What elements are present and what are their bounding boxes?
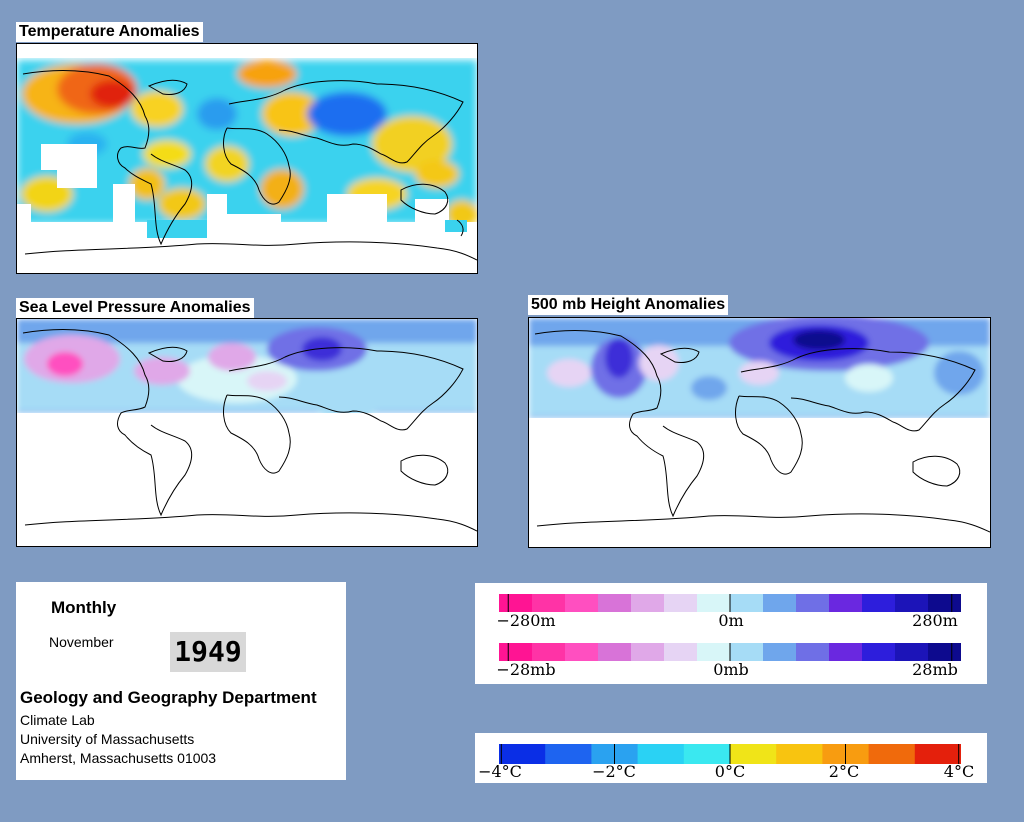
temp-label-minus2: −2°C <box>592 762 636 781</box>
scale-swatch <box>598 643 632 661</box>
scale-swatch <box>928 594 961 612</box>
pressure-mid-label: 0mb <box>713 660 749 679</box>
temp-label-minus4: −4°C <box>478 762 522 781</box>
scale-swatch <box>862 594 896 612</box>
scale-swatch <box>631 643 665 661</box>
scale-swatch <box>796 643 830 661</box>
scale-swatch <box>697 594 731 612</box>
temp-label-plus4: 4°C <box>943 762 975 781</box>
scale-swatch <box>928 643 961 661</box>
lab-name: Climate Lab <box>20 712 95 728</box>
scale-swatch <box>499 643 533 661</box>
scale-swatch <box>868 744 916 764</box>
scale-swatch <box>763 643 797 661</box>
info-panel: Monthly November 1949 Geology and Geogra… <box>16 582 346 780</box>
scale-swatch <box>499 594 533 612</box>
address-line: Amherst, Massachusetts 01003 <box>20 750 217 766</box>
scale-swatch <box>499 744 546 764</box>
scale-swatch <box>895 643 929 661</box>
scale-swatch <box>829 594 863 612</box>
pressure-max-label: 28mb <box>912 660 958 679</box>
scale-swatch <box>763 594 797 612</box>
temperature-color-scale <box>499 744 961 764</box>
temperature-anomaly-map <box>16 43 478 274</box>
scale-swatch <box>730 643 764 661</box>
month-label: November <box>49 634 114 650</box>
scale-swatch <box>545 744 592 764</box>
scale-swatch <box>598 594 632 612</box>
scale-swatch <box>796 594 830 612</box>
scale-swatch <box>730 744 777 764</box>
scale-swatch <box>914 744 961 764</box>
sea-level-pressure-anomaly-map <box>16 318 478 547</box>
period-label: Monthly <box>51 598 117 617</box>
height-mid-label: 0m <box>718 611 744 630</box>
scale-swatch <box>683 744 731 764</box>
height-min-label: −280m <box>496 611 556 630</box>
year-display: 1949 <box>170 632 246 672</box>
temp-label-0: 0°C <box>714 762 746 781</box>
scale-swatch <box>895 594 929 612</box>
pressure-min-label: −28mb <box>496 660 556 679</box>
scale-swatch <box>664 594 698 612</box>
temp-label-plus2: 2°C <box>828 762 860 781</box>
scale-swatch <box>637 744 685 764</box>
scale-swatch <box>730 594 764 612</box>
scale-swatch <box>862 643 896 661</box>
scale-swatch <box>532 594 566 612</box>
scale-swatch <box>565 594 599 612</box>
scale-swatch <box>664 643 698 661</box>
university-name: University of Massachusetts <box>20 731 195 747</box>
temperature-map-title: Temperature Anomalies <box>16 22 203 42</box>
500mb-height-anomaly-map <box>528 317 991 548</box>
scale-swatch <box>565 643 599 661</box>
height-color-scale <box>499 594 961 612</box>
scale-swatch <box>532 643 566 661</box>
scale-swatch <box>631 594 665 612</box>
scale-swatch <box>776 744 823 764</box>
temperature-legend: −4°C −2°C 0°C 2°C 4°C <box>475 733 987 783</box>
height-pressure-legend: −280m 0m 280m −28mb 0mb 28mb <box>475 583 987 684</box>
scale-swatch <box>697 643 731 661</box>
department-name: Geology and Geography Department <box>20 688 317 707</box>
slp-map-title: Sea Level Pressure Anomalies <box>16 298 254 318</box>
height-max-label: 280m <box>912 611 958 630</box>
pressure-color-scale <box>499 643 961 661</box>
scale-swatch <box>829 643 863 661</box>
height500-map-title: 500 mb Height Anomalies <box>528 295 729 315</box>
